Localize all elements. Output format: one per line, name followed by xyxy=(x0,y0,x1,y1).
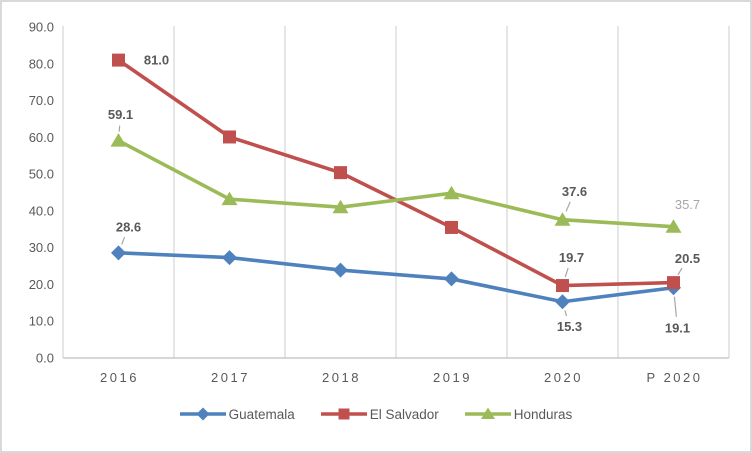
y-tick-label: 70.0 xyxy=(29,93,54,108)
y-tick-label: 60.0 xyxy=(29,130,54,145)
y-tick-label: 0.0 xyxy=(36,351,54,366)
x-tick-label: 2019 xyxy=(433,370,472,385)
y-tick-label: 30.0 xyxy=(29,240,54,255)
chart-plot-area: 0.0 10.0 20.0 30.0 40.0 50.0 60.0 70.0 80.0 90.0 2… xyxy=(29,20,730,385)
y-tick-label: 50.0 xyxy=(29,167,54,182)
leader-line xyxy=(673,296,678,317)
data-point-label: 35.7 xyxy=(675,197,700,212)
leader-line xyxy=(677,267,683,276)
y-tick-label: 10.0 xyxy=(29,314,54,329)
data-point-label: 15.3 xyxy=(557,319,582,334)
y-tick-label: 20.0 xyxy=(29,277,54,292)
legend-marker-shape xyxy=(196,407,210,421)
series-line-guatemala xyxy=(118,251,674,304)
data-point-marker-honduras xyxy=(443,185,460,200)
x-tick-label: 2016 xyxy=(100,370,139,385)
x-tick-label: 2018 xyxy=(322,370,361,385)
data-point-label: 37.6 xyxy=(562,184,587,199)
data-point-label: 19.1 xyxy=(665,320,690,335)
leader-line xyxy=(564,267,569,278)
y-tick-label: 80.0 xyxy=(29,56,54,71)
data-point-marker-honduras xyxy=(221,191,238,206)
data-point-marker-guatemala xyxy=(333,262,348,278)
data-point-marker-el-salvador xyxy=(112,53,125,67)
legend-label: Guatemala xyxy=(228,406,295,422)
y-tick-label: 40.0 xyxy=(29,203,54,218)
leader-line xyxy=(564,310,568,317)
legend-item-el-salvador: El Salvador xyxy=(320,406,439,422)
legend-label: El Salvador xyxy=(369,406,439,422)
legend-item-honduras: Honduras xyxy=(464,406,573,422)
legend-marker-shape xyxy=(480,407,495,419)
series-line-honduras xyxy=(117,139,674,229)
y-tick-label: 90.0 xyxy=(29,20,54,35)
legend-marker-square-icon xyxy=(320,408,367,420)
data-point-marker-guatemala xyxy=(444,271,459,287)
data-point-label: 19.7 xyxy=(559,250,584,265)
series-honduras xyxy=(110,133,682,233)
x-tick-label: 2017 xyxy=(211,370,250,385)
data-point-label: 59.1 xyxy=(108,107,133,122)
data-point-marker-honduras xyxy=(332,199,349,214)
data-point-marker-guatemala xyxy=(222,250,237,266)
x-tick-label: 2020 xyxy=(544,370,583,385)
data-point-marker-honduras xyxy=(554,212,571,226)
legend-marker-shape xyxy=(338,408,350,420)
data-point-label: 81.0 xyxy=(144,53,169,68)
data-point-marker-guatemala xyxy=(555,294,570,310)
leader-line xyxy=(121,236,126,245)
data-point-marker-el-salvador xyxy=(667,276,680,290)
data-point-marker-el-salvador xyxy=(223,130,236,144)
leader-line xyxy=(565,201,571,212)
data-point-marker-el-salvador xyxy=(334,166,347,180)
legend-marker-diamond-icon xyxy=(179,407,226,421)
data-point-marker-el-salvador xyxy=(445,220,458,234)
legend: Guatemala El Salvador Honduras xyxy=(2,406,750,422)
data-point-marker-el-salvador xyxy=(556,279,569,293)
legend-item-guatemala: Guatemala xyxy=(179,406,295,422)
legend-label: Honduras xyxy=(513,406,573,422)
data-point-label: 28.6 xyxy=(116,219,141,234)
data-point-marker-honduras xyxy=(665,219,682,233)
data-point-marker-honduras xyxy=(110,133,127,147)
data-point-label: 20.5 xyxy=(675,251,700,266)
legend-marker-triangle-icon xyxy=(464,407,511,419)
x-tick-label: P 2020 xyxy=(647,370,703,385)
data-point-marker-guatemala xyxy=(111,245,126,261)
